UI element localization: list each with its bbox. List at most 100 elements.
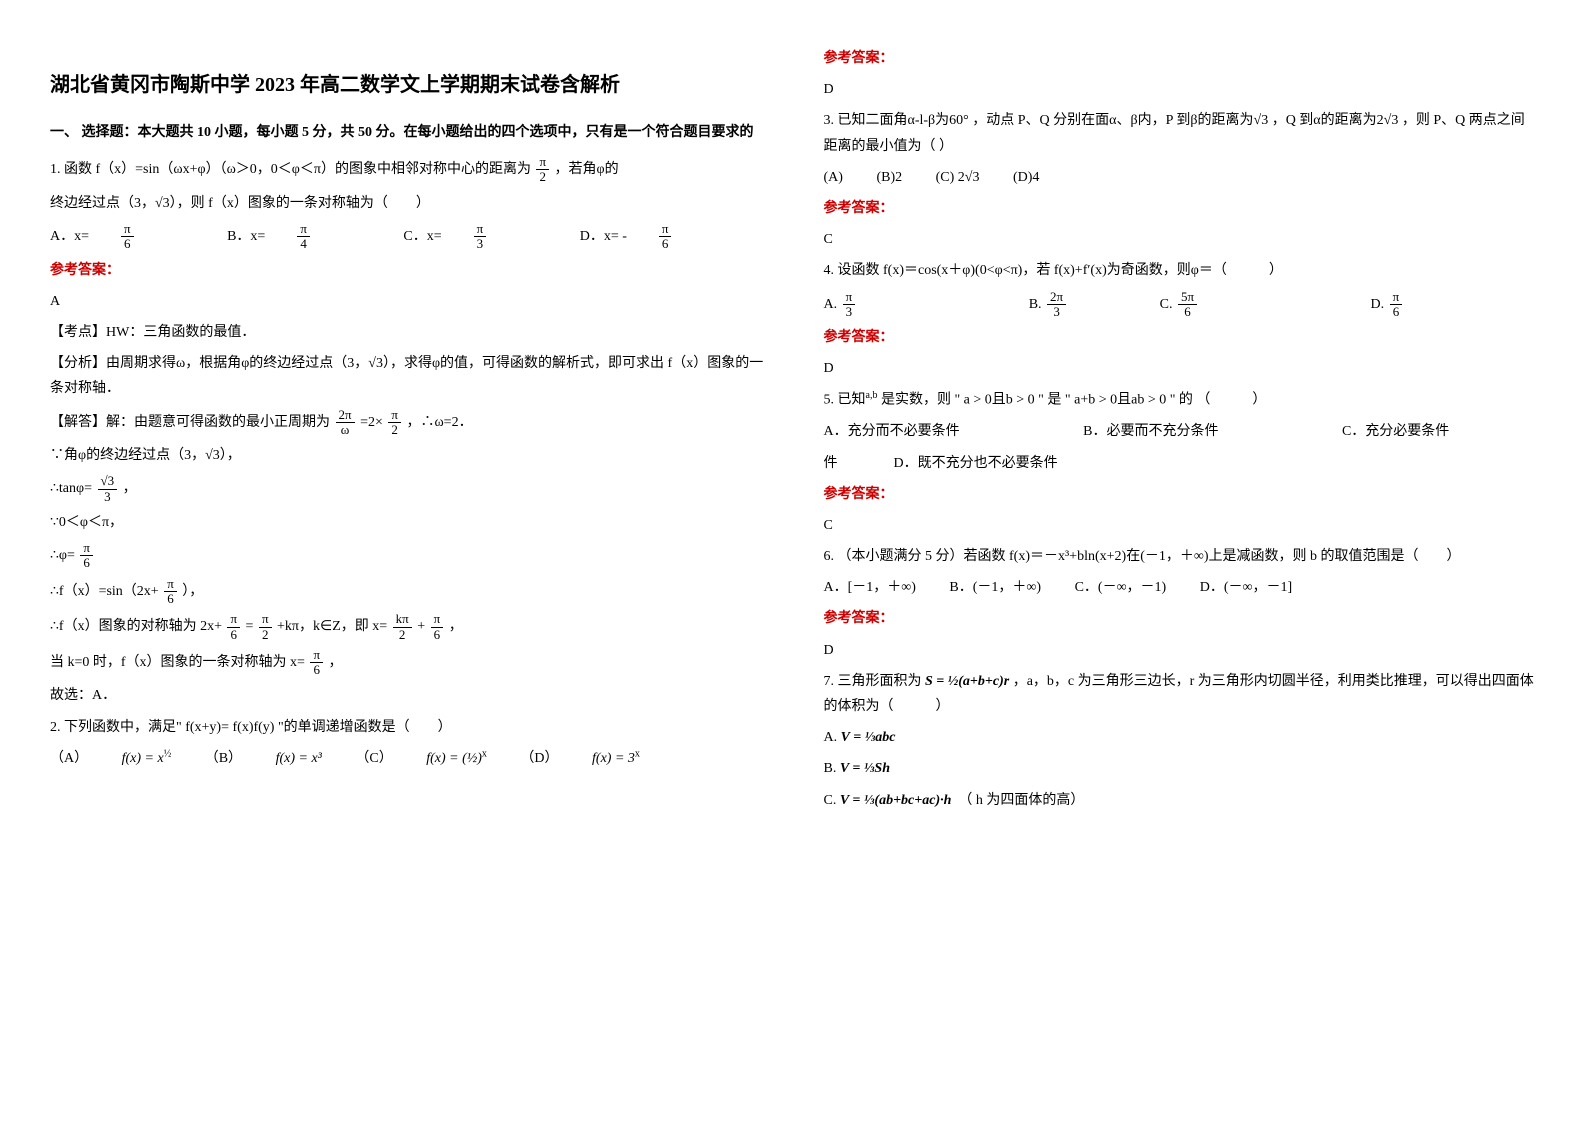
num: π <box>259 612 272 627</box>
opt-c: C．(－∞，－1) <box>1075 580 1167 595</box>
num: π <box>297 222 310 237</box>
ref-answer-label: 参考答案： <box>824 606 1538 631</box>
opt-d: D．(－∞，－1] <box>1200 580 1292 595</box>
den: 6 <box>431 628 444 642</box>
sup: a,b <box>866 390 878 401</box>
num: π <box>80 541 93 556</box>
ref-answer-label: 参考答案： <box>824 46 1538 71</box>
q2: 2. 下列函数中，满足" f(x+y)= f(x)f(y) "的单调递增函数是（… <box>50 715 764 740</box>
opt-d: D．x= -π6 <box>580 229 732 244</box>
formula: f(x) = (½) <box>426 751 482 766</box>
sup: ½ <box>164 749 172 760</box>
frac: 2πω <box>336 408 355 438</box>
q1-text-a: 1. 函数 f（x）=sin（ωx+φ）（ω＞0，0＜φ＜π）的图象中相邻对称中… <box>50 162 531 177</box>
q1-options: A．x=π6 B．x=π4 C．x=π3 D．x= -π6 <box>50 222 764 252</box>
text: 是实数，则 " a > 0且b > 0 " 是 " a+b > 0且ab > 0… <box>881 393 1266 408</box>
num: 2π <box>1047 290 1066 305</box>
q7-opt-a: A. V = ⅓abc <box>824 725 1538 750</box>
q1-line2: 终边经过点（3，√3），则 f（x）图象的一条对称轴为（ ） <box>50 191 764 216</box>
q7: 7. 三角形面积为 S = ½(a+b+c)r ，a，b，c 为三角形三边长，r… <box>824 669 1538 719</box>
den: 2 <box>388 423 401 437</box>
frac: π6 <box>227 612 240 642</box>
num: π <box>659 222 672 237</box>
q1-s1: ∵角φ的终边经过点（3，√3）， <box>50 443 764 468</box>
label: （D） <box>520 751 558 766</box>
den: 2 <box>393 628 412 642</box>
q1-s2: ∴tanφ= √33 ， <box>50 474 764 504</box>
q6-answer: D <box>824 638 1538 663</box>
q1-s9: 故选：A． <box>50 683 764 708</box>
frac: π6 <box>431 612 444 642</box>
formula: V = ⅓(ab+bc+ac)·h <box>840 793 952 808</box>
num: 5π <box>1178 290 1197 305</box>
num: π <box>536 155 549 170</box>
den: 4 <box>297 237 310 251</box>
label: A．x= <box>50 229 89 244</box>
den: 6 <box>310 663 323 677</box>
frac-pi-2: π 2 <box>536 155 549 185</box>
opt-a: A．[－1，＋∞) <box>824 580 916 595</box>
q1-line1: 1. 函数 f（x）=sin（ωx+φ）（ω＞0，0＜φ＜π）的图象中相邻对称中… <box>50 155 764 185</box>
opt-c: （C） f(x) = (½)x <box>355 751 487 766</box>
opt-b: (B)2 <box>876 170 902 185</box>
text: = <box>246 619 254 634</box>
den: 6 <box>121 237 134 251</box>
formula: f(x) = x <box>122 751 164 766</box>
formula: f(x) = 3 <box>592 751 635 766</box>
num: π <box>843 290 856 305</box>
opt-c: C. 5π6 <box>1160 297 1257 312</box>
den: 2 <box>259 628 272 642</box>
opt-a: A．充分而不必要条件 <box>824 424 960 439</box>
text: ∴φ= <box>50 548 75 563</box>
text: ， <box>123 481 137 496</box>
label: B. <box>824 761 837 776</box>
frac: kπ2 <box>393 612 412 642</box>
frac: π6 <box>659 222 702 252</box>
opt-d: (D)4 <box>1013 170 1039 185</box>
opt-b: B．(－1，＋∞) <box>949 580 1041 595</box>
q1-fenxi: 【分析】由周期求得ω，根据角φ的终边经过点（3，√3），求得φ的值，可得函数的解… <box>50 351 764 401</box>
text: 当 k=0 时，f（x）图象的一条对称轴为 x= <box>50 655 305 670</box>
den: 2 <box>536 170 549 184</box>
frac: π6 <box>80 541 93 571</box>
opt-b: （B） f(x) = x³ <box>205 751 322 766</box>
text: + <box>417 619 425 634</box>
ref-answer-label: 参考答案： <box>824 325 1538 350</box>
opt-c: C．x=π3 <box>403 229 546 244</box>
q1-kaodian: 【考点】HW：三角函数的最值． <box>50 320 764 345</box>
num: π <box>431 612 444 627</box>
num: kπ <box>393 612 412 627</box>
ref-answer-label: 参考答案： <box>824 196 1538 221</box>
frac: π2 <box>259 612 272 642</box>
label: （C） <box>355 751 392 766</box>
den: 3 <box>474 237 487 251</box>
opt-b: B. 2π3 <box>1029 297 1126 312</box>
label: （A） <box>50 751 88 766</box>
q1-jieda: 【解答】解：由题意可得函数的最小正周期为 2πω =2× π2 ，∴ω=2． <box>50 408 764 438</box>
frac: 2π3 <box>1047 290 1096 320</box>
q1-s6: ∴f（x）=sin（2x+ π6 ）， <box>50 577 764 607</box>
text: ， <box>449 619 463 634</box>
formula: S = ½(a+b+c)r <box>925 674 1009 689</box>
q5: 5. 已知a,b 是实数，则 " a > 0且b > 0 " 是 " a+b >… <box>824 387 1538 413</box>
q5-opt-d: 件 D．既不充分也不必要条件 <box>824 451 1538 476</box>
note: （ h 为四面体的高） <box>965 793 1084 808</box>
formula: V = ⅓abc <box>841 730 896 745</box>
frac: π6 <box>310 648 323 678</box>
num: π <box>1390 290 1403 305</box>
q1-s4: ∵0＜φ＜π， <box>50 510 764 535</box>
den: 3 <box>1047 305 1066 319</box>
opt-d: （D） f(x) = 3x <box>520 751 640 766</box>
section-1-heading: 一、 选择题：本大题共 10 小题，每小题 5 分，共 50 分。在每小题给出的… <box>50 120 764 145</box>
q4: 4. 设函数 f(x)＝cos(x＋φ)(0<φ<π)，若 f(x)+f′(x)… <box>824 258 1538 283</box>
den: ω <box>336 423 355 437</box>
num: √3 <box>98 474 118 489</box>
num: π <box>121 222 134 237</box>
num: π <box>474 222 487 237</box>
num: π <box>310 648 323 663</box>
label: A. <box>824 730 838 745</box>
q4-answer: D <box>824 356 1538 381</box>
den: 6 <box>659 237 672 251</box>
title: 湖北省黄冈市陶斯中学 2023 年高二数学文上学期期末试卷含解析 <box>50 70 764 100</box>
frac: π3 <box>474 222 517 252</box>
